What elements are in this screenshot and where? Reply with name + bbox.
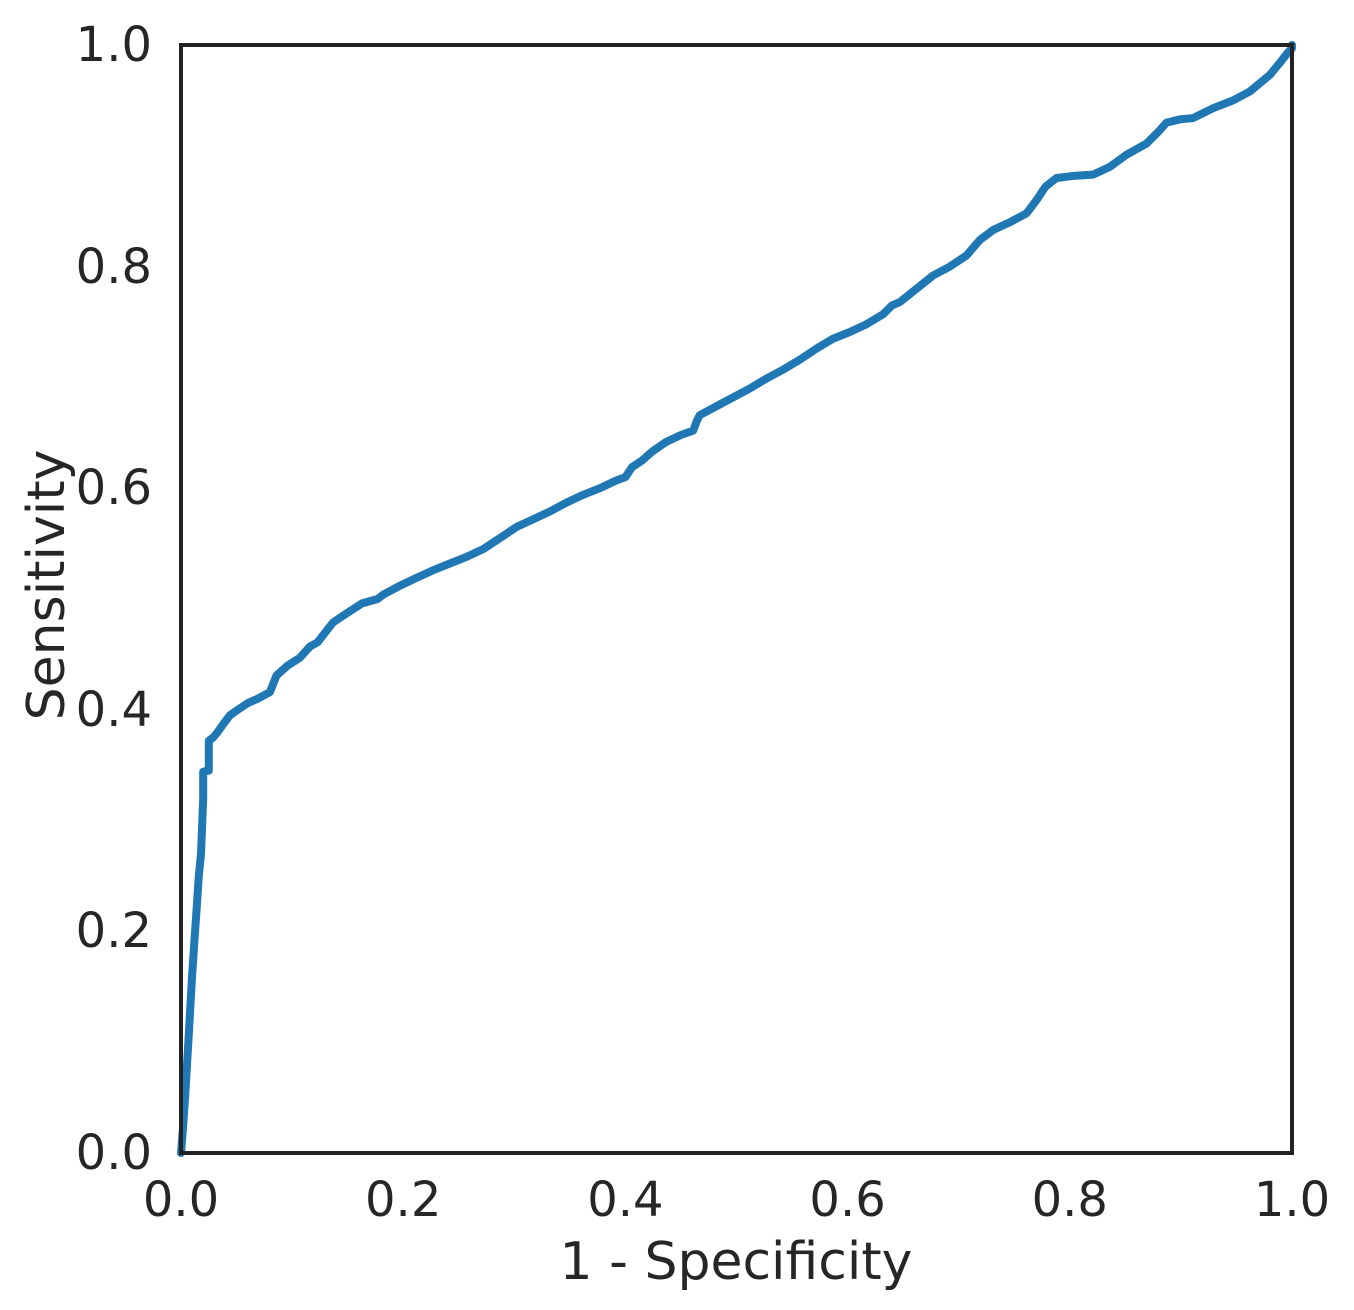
axes-spines — [179, 43, 1294, 1155]
y-tick-label: 0.0 — [75, 1125, 152, 1181]
plot-area — [177, 41, 1296, 1157]
x-tick-label: 0.8 — [1031, 1172, 1108, 1228]
x-tick-label: 0.4 — [587, 1172, 664, 1228]
y-tick-label: 0.2 — [75, 903, 152, 960]
x-axis-label: 1 - Specificity — [559, 1232, 913, 1292]
y-tick-label: 1.0 — [75, 17, 152, 73]
y-axis-label: Sensitivity — [17, 449, 77, 721]
x-tick-label: 0.6 — [809, 1172, 886, 1228]
y-tick-label: 0.4 — [75, 681, 152, 738]
y-tick-label: 0.8 — [75, 238, 152, 295]
x-tick-label: 1.0 — [1253, 1172, 1331, 1228]
x-tick-label: 0.2 — [365, 1172, 442, 1228]
y-tick-label: 0.6 — [75, 460, 152, 517]
x-tick-label: 0.0 — [142, 1172, 220, 1228]
roc-curve-line — [177, 41, 1296, 1157]
